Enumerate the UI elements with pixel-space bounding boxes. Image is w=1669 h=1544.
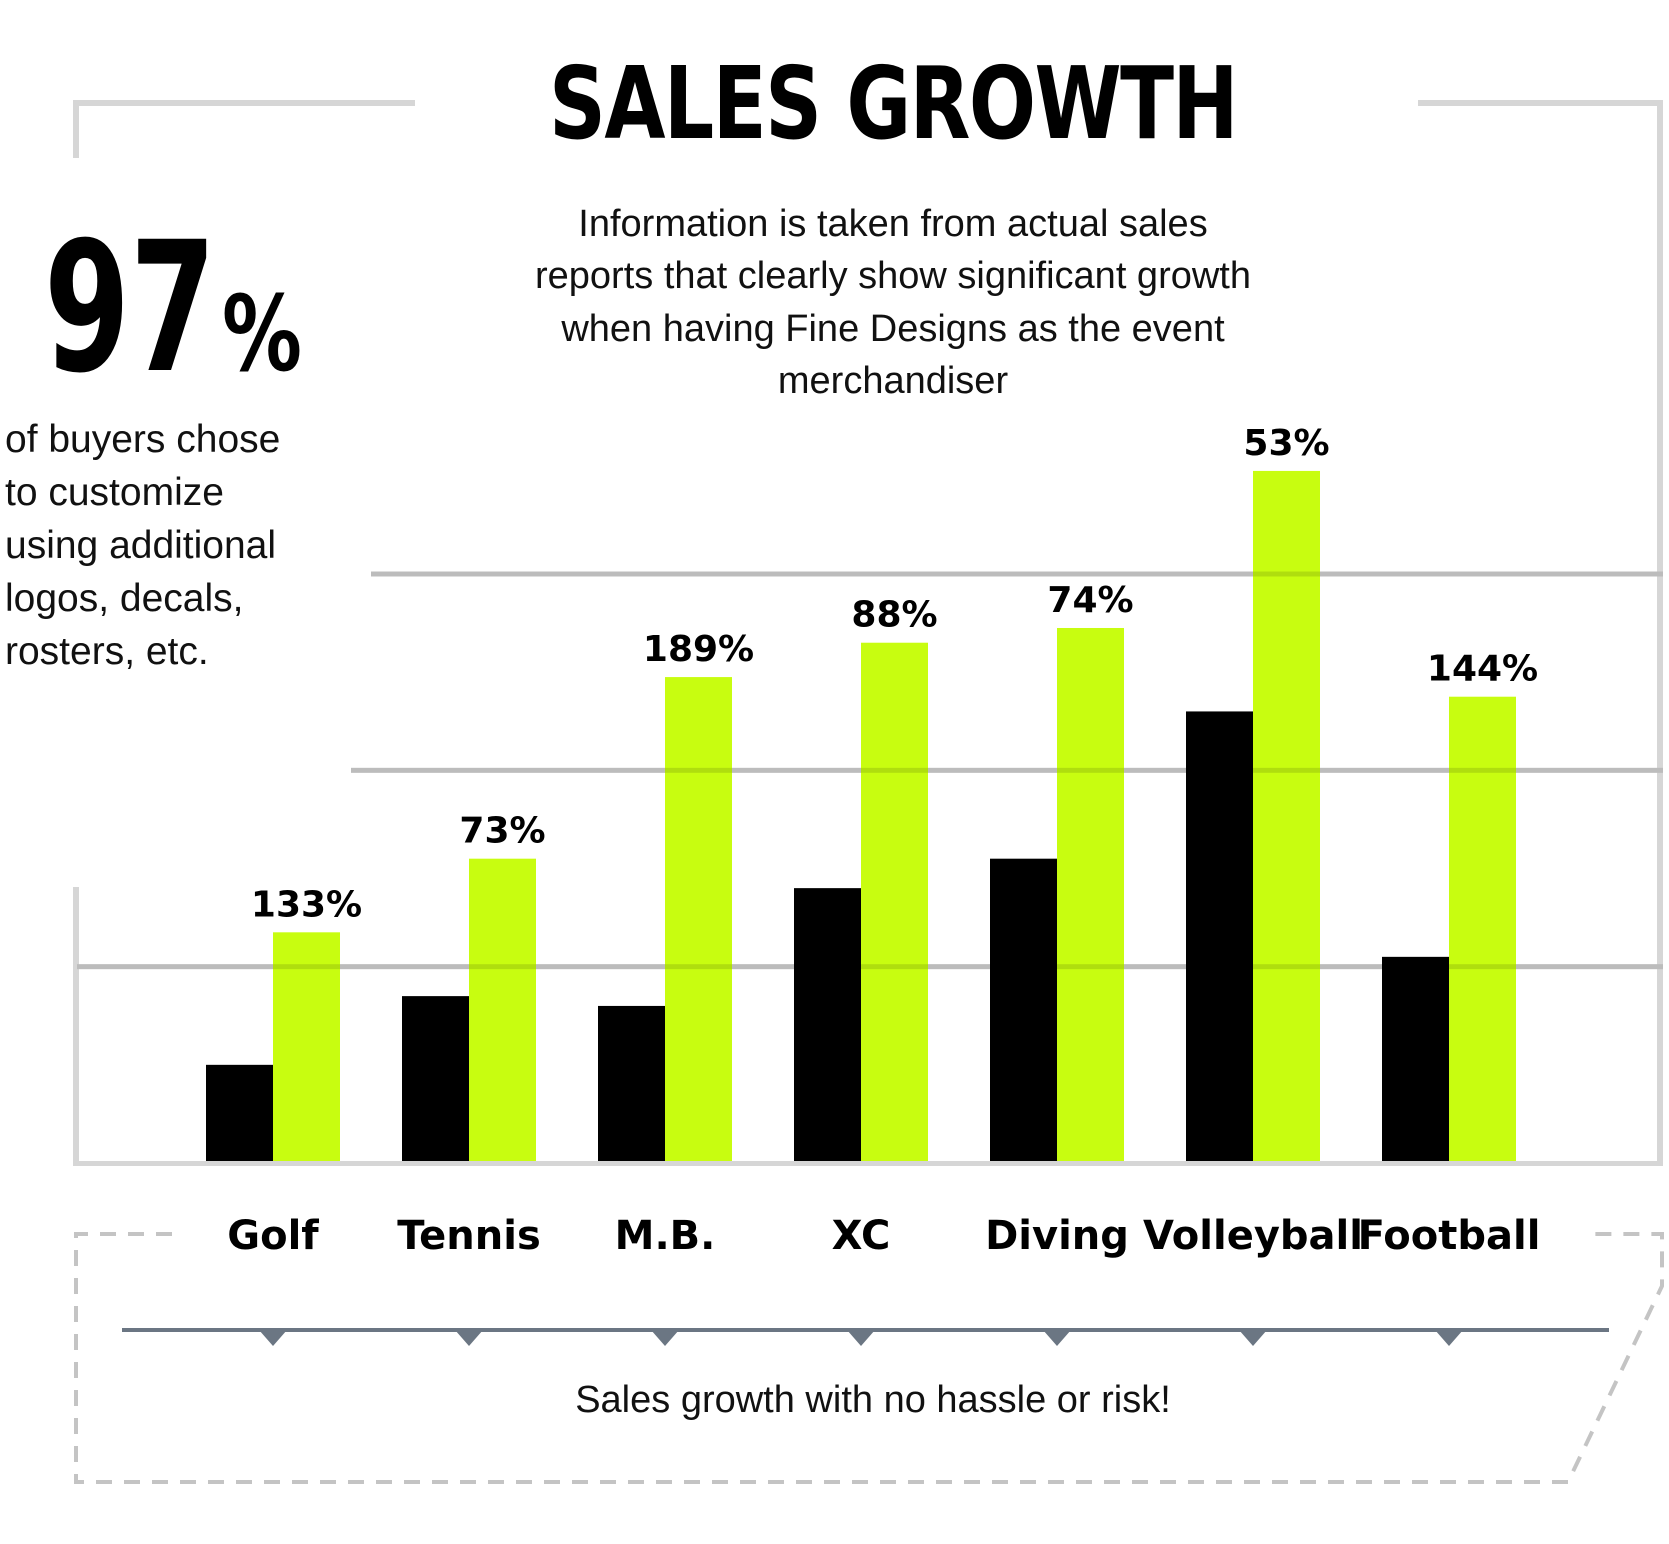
gridline <box>371 571 1663 577</box>
category-label: Football <box>1358 1213 1541 1259</box>
dashed-callout-box <box>74 1232 1664 1484</box>
stat-description-line: logos, decals, <box>5 577 243 620</box>
y-axis-line <box>73 887 79 1166</box>
arrow-marker <box>259 1330 287 1346</box>
category-label: Diving <box>985 1213 1129 1259</box>
category-label: Golf <box>227 1213 319 1259</box>
x-axis-baseline <box>73 1161 1663 1166</box>
arrow-marker <box>847 1330 875 1346</box>
stat-description-line: using additional <box>5 524 276 567</box>
category-label: Volleyball <box>1143 1213 1363 1259</box>
stat-description-line: of buyers chose <box>5 418 280 461</box>
data-label: 144% <box>1427 649 1538 690</box>
arrow-marker <box>651 1330 679 1346</box>
arrow-marker <box>1043 1330 1071 1346</box>
bar-before-diving <box>990 858 1057 1163</box>
stat-number: 97 <box>44 204 216 413</box>
bar-after-volleyball <box>1253 470 1320 1163</box>
gridline <box>351 767 1663 773</box>
gridline-overlay <box>351 767 1663 773</box>
data-label: 88% <box>851 595 937 636</box>
frame-top-right <box>1418 100 1663 106</box>
chart-title: SALES GROWTH <box>549 45 1237 162</box>
bar-before-football <box>1382 956 1449 1163</box>
frame-right <box>1657 100 1663 1166</box>
bar-before-volleyball <box>1186 711 1253 1163</box>
bar-before-tennis <box>402 996 469 1163</box>
category-label: M.B. <box>615 1213 716 1259</box>
gridline-overlay <box>77 571 1663 970</box>
stat-unit: % <box>222 273 302 395</box>
frame-left-top <box>73 100 79 158</box>
gridline-overlay <box>77 964 1663 970</box>
subtitle-line: when having Fine Designs as the event <box>560 308 1225 350</box>
bar-after-xc <box>861 642 928 1163</box>
arrow-marker <box>1239 1330 1267 1346</box>
data-label: 133% <box>251 884 362 925</box>
bar-before-golf <box>206 1064 273 1163</box>
data-label: 74% <box>1047 580 1133 621</box>
arrow-marker <box>455 1330 483 1346</box>
arrow-marker <box>1435 1330 1463 1346</box>
frame-top-left <box>73 100 415 106</box>
stat-description-line: rosters, etc. <box>5 630 209 673</box>
value-labels: 133% 73% 189% 88% 74% 53% 144% <box>251 423 1538 925</box>
subtitle-line: merchandiser <box>778 360 1009 402</box>
bar-after-diving <box>1057 627 1124 1163</box>
stat-callout: 97 % of buyers chose to customize using … <box>5 204 302 673</box>
bar-before-mb <box>598 1005 665 1163</box>
stat-description-line: to customize <box>5 471 224 514</box>
subtitle-line: Information is taken from actual sales <box>578 203 1207 245</box>
category-label: Tennis <box>397 1213 541 1259</box>
gridline-overlay <box>371 571 1663 577</box>
category-label: XC <box>832 1213 891 1259</box>
bar-after-mb <box>665 677 732 1163</box>
bars <box>206 470 1516 1163</box>
data-label: 53% <box>1243 423 1329 464</box>
bar-before-xc <box>794 888 861 1163</box>
footer-tagline: Sales growth with no hassle or risk! <box>575 1379 1171 1421</box>
arrow-markers <box>259 1330 1463 1346</box>
subtitle-line: reports that clearly show significant gr… <box>535 255 1251 297</box>
data-label: 189% <box>643 629 754 670</box>
bar-after-tennis <box>469 858 536 1163</box>
subtitle: Information is taken from actual sales r… <box>535 203 1251 402</box>
bar-after-football <box>1449 696 1516 1163</box>
frame <box>73 100 1663 1166</box>
bar-after-golf <box>273 932 340 1163</box>
data-label: 73% <box>459 811 545 852</box>
